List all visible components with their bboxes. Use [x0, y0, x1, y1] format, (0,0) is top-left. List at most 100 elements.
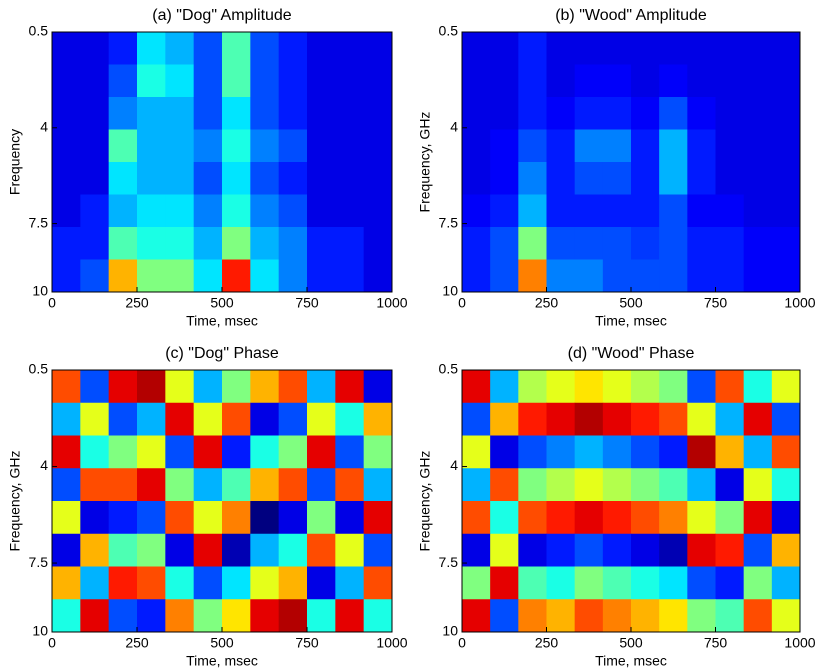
heatmap-cell [278, 162, 308, 195]
heatmap-cell [462, 501, 491, 535]
heatmap-cell [193, 533, 223, 567]
heatmap-cell [687, 468, 716, 502]
heatmap-cell [278, 129, 308, 163]
heatmap-cell [490, 129, 519, 163]
heatmap-cell [307, 194, 336, 228]
heatmap-cell [462, 533, 491, 567]
heatmap-cell [574, 599, 604, 633]
heatmap-cell [193, 370, 223, 404]
heatmap-cell [659, 402, 688, 436]
heatmap-cell [631, 227, 660, 260]
heatmap-cell [715, 64, 745, 98]
heatmap-cell [108, 402, 138, 436]
heatmap-cell [52, 501, 81, 535]
heatmap-cell [165, 468, 195, 502]
heatmap-cell [52, 468, 81, 502]
heatmap-cell [462, 566, 491, 600]
heatmap-cell [490, 599, 519, 633]
heatmap-cell [659, 501, 688, 535]
heatmap-cell [137, 501, 166, 535]
heatmap-cell [518, 97, 547, 130]
heatmap-cell [335, 32, 365, 65]
y-tick-label: 7.5 [439, 554, 459, 570]
heatmap-cell [137, 194, 166, 228]
heatmap-cell [574, 468, 604, 502]
heatmap-cell [574, 129, 604, 163]
heatmap-cell [771, 64, 801, 98]
heatmap-cell [193, 194, 223, 228]
heatmap-cell [602, 32, 632, 65]
heatmap-cell [250, 501, 280, 535]
heatmap-cell [687, 402, 716, 436]
heatmap-cell [335, 129, 365, 163]
heatmap-cell [743, 97, 773, 130]
heatmap-cell [546, 227, 576, 260]
heatmap-cell [165, 32, 195, 65]
heatmap-cell [52, 194, 81, 228]
heatmap-cell [518, 402, 547, 436]
heatmap-cell [462, 259, 491, 293]
heatmap-cell [307, 97, 336, 130]
heatmap-cell [278, 64, 308, 98]
heatmap-cell [462, 129, 491, 163]
heatmap-cell [715, 194, 745, 228]
x-tick-label: 0 [458, 635, 466, 651]
heatmap-cell [250, 599, 280, 633]
heatmap-cell [222, 194, 251, 228]
heatmap-cell [278, 501, 308, 535]
heatmap-cell [335, 259, 365, 293]
heatmap-cell [743, 64, 773, 98]
heatmap-cell [715, 566, 745, 600]
heatmap-cell [363, 97, 393, 130]
heatmap-cell [490, 32, 519, 65]
heatmap-cell [518, 501, 547, 535]
x-tick-label: 0 [48, 295, 56, 311]
heatmap-cell [518, 162, 547, 195]
heatmap-cell [743, 533, 773, 567]
heatmap-cell [80, 162, 110, 195]
heatmap-cell [546, 64, 576, 98]
heatmap-cell [771, 468, 801, 502]
heatmap-cell [659, 194, 688, 228]
x-tick-label: 500 [210, 295, 234, 311]
heatmap-cell [631, 32, 660, 65]
heatmap-cell [222, 32, 251, 65]
heatmap-cell [307, 468, 336, 502]
heatmap-cell [659, 370, 688, 404]
y-tick-label: 0.5 [29, 23, 49, 39]
heatmap-cell [165, 402, 195, 436]
heatmap-cell [137, 97, 166, 130]
heatmap-cell [137, 129, 166, 163]
heatmap-cell [546, 32, 576, 65]
heatmap-cell [165, 162, 195, 195]
heatmap-cell [631, 162, 660, 195]
heatmap-cell [108, 566, 138, 600]
heatmap-cell [278, 435, 308, 469]
x-tick-label: 250 [125, 295, 149, 311]
y-tick-label: 7.5 [29, 214, 49, 230]
heatmap-cell [462, 162, 491, 195]
heatmap-cell [108, 533, 138, 567]
heatmap-cell [743, 435, 773, 469]
heatmap-cell [602, 97, 632, 130]
heatmap-cell [602, 129, 632, 163]
heatmap-cell [278, 32, 308, 65]
heatmap-cell [546, 533, 576, 567]
heatmap-cell [193, 32, 223, 65]
heatmap-cell [137, 162, 166, 195]
heatmap-cell [108, 227, 138, 260]
heatmap-cell [250, 32, 280, 65]
heatmap-cell [490, 97, 519, 130]
heatmap-cell [743, 32, 773, 65]
heatmap-cell [659, 129, 688, 163]
heatmap-cell [715, 129, 745, 163]
heatmap-cell [222, 501, 251, 535]
heatmap-cell [80, 599, 110, 633]
heatmap-cell [631, 64, 660, 98]
x-axis-label: Time, msec [595, 313, 667, 329]
heatmap-cell [165, 97, 195, 130]
heatmap-cell [307, 64, 336, 98]
heatmap-cell [602, 468, 632, 502]
heatmap-cell [222, 435, 251, 469]
